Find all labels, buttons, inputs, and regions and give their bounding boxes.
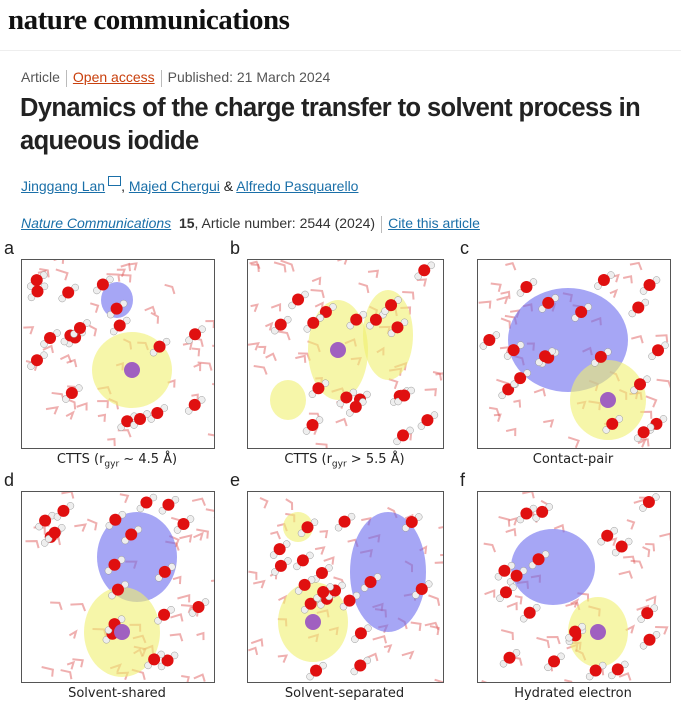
panel-label: a: [4, 238, 15, 258]
divider: [381, 215, 383, 233]
panel-d-image: [21, 491, 215, 683]
mail-icon[interactable]: [108, 176, 122, 186]
molecular-snapshot: [248, 497, 443, 682]
molecular-snapshot: [25, 492, 214, 682]
article-type: Article: [21, 69, 60, 85]
article-meta: Article Open access Published: 21 March 20…: [21, 69, 330, 87]
panel-caption: CTTS (rgyr > 5.5 Å): [284, 452, 405, 470]
panel-caption: Contact-pair: [532, 452, 614, 467]
volume: 15: [178, 215, 195, 231]
molecular-snapshot: [23, 260, 214, 447]
header-divider: [0, 50, 681, 51]
author-link[interactable]: Jinggang Lan: [21, 178, 106, 194]
panel-label: f: [460, 470, 466, 490]
panel-label: e: [230, 470, 241, 490]
panel-a-image: [21, 259, 215, 449]
panel-label: d: [4, 470, 15, 490]
open-access-link[interactable]: Open access: [72, 69, 155, 85]
cite-this-article-link[interactable]: Cite this article: [388, 215, 480, 231]
journal-link[interactable]: Nature Communications: [21, 215, 172, 231]
panel-caption: Solvent-separated: [284, 686, 405, 701]
molecular-snapshot: [478, 261, 670, 448]
panel-f-image: [477, 491, 671, 683]
panel-caption: CTTS (rgyr ~ 4.5 Å): [56, 452, 178, 470]
published-date: Published: 21 March 2024: [167, 69, 331, 85]
molecular-snapshot: [248, 260, 443, 448]
panel-label: c: [460, 238, 469, 258]
molecular-snapshot: [481, 492, 670, 682]
panel-caption: Hydrated electron: [514, 686, 632, 701]
panel-caption: Solvent-shared: [68, 686, 166, 701]
article-number: , Article number: 2544 (2024): [194, 215, 376, 231]
separator: &: [219, 178, 237, 194]
panel-b-image: [247, 259, 444, 449]
citation-line: Nature Communications 15, Article number…: [21, 215, 480, 233]
author-list: Jinggang Lan, Majed Chergui & Alfredo Pa…: [21, 176, 358, 194]
separator: ,: [121, 178, 129, 194]
panel-e-image: [247, 491, 444, 683]
author-link[interactable]: Majed Chergui: [128, 178, 220, 194]
divider: [160, 69, 162, 87]
article-title: Dynamics of the charge transfer to solve…: [20, 94, 641, 155]
panel-c-image: [477, 259, 671, 449]
site-logo[interactable]: nature communications: [8, 4, 290, 36]
author-link[interactable]: Alfredo Pasquarello: [236, 178, 359, 194]
divider: [65, 69, 67, 87]
panel-label: b: [230, 238, 241, 258]
